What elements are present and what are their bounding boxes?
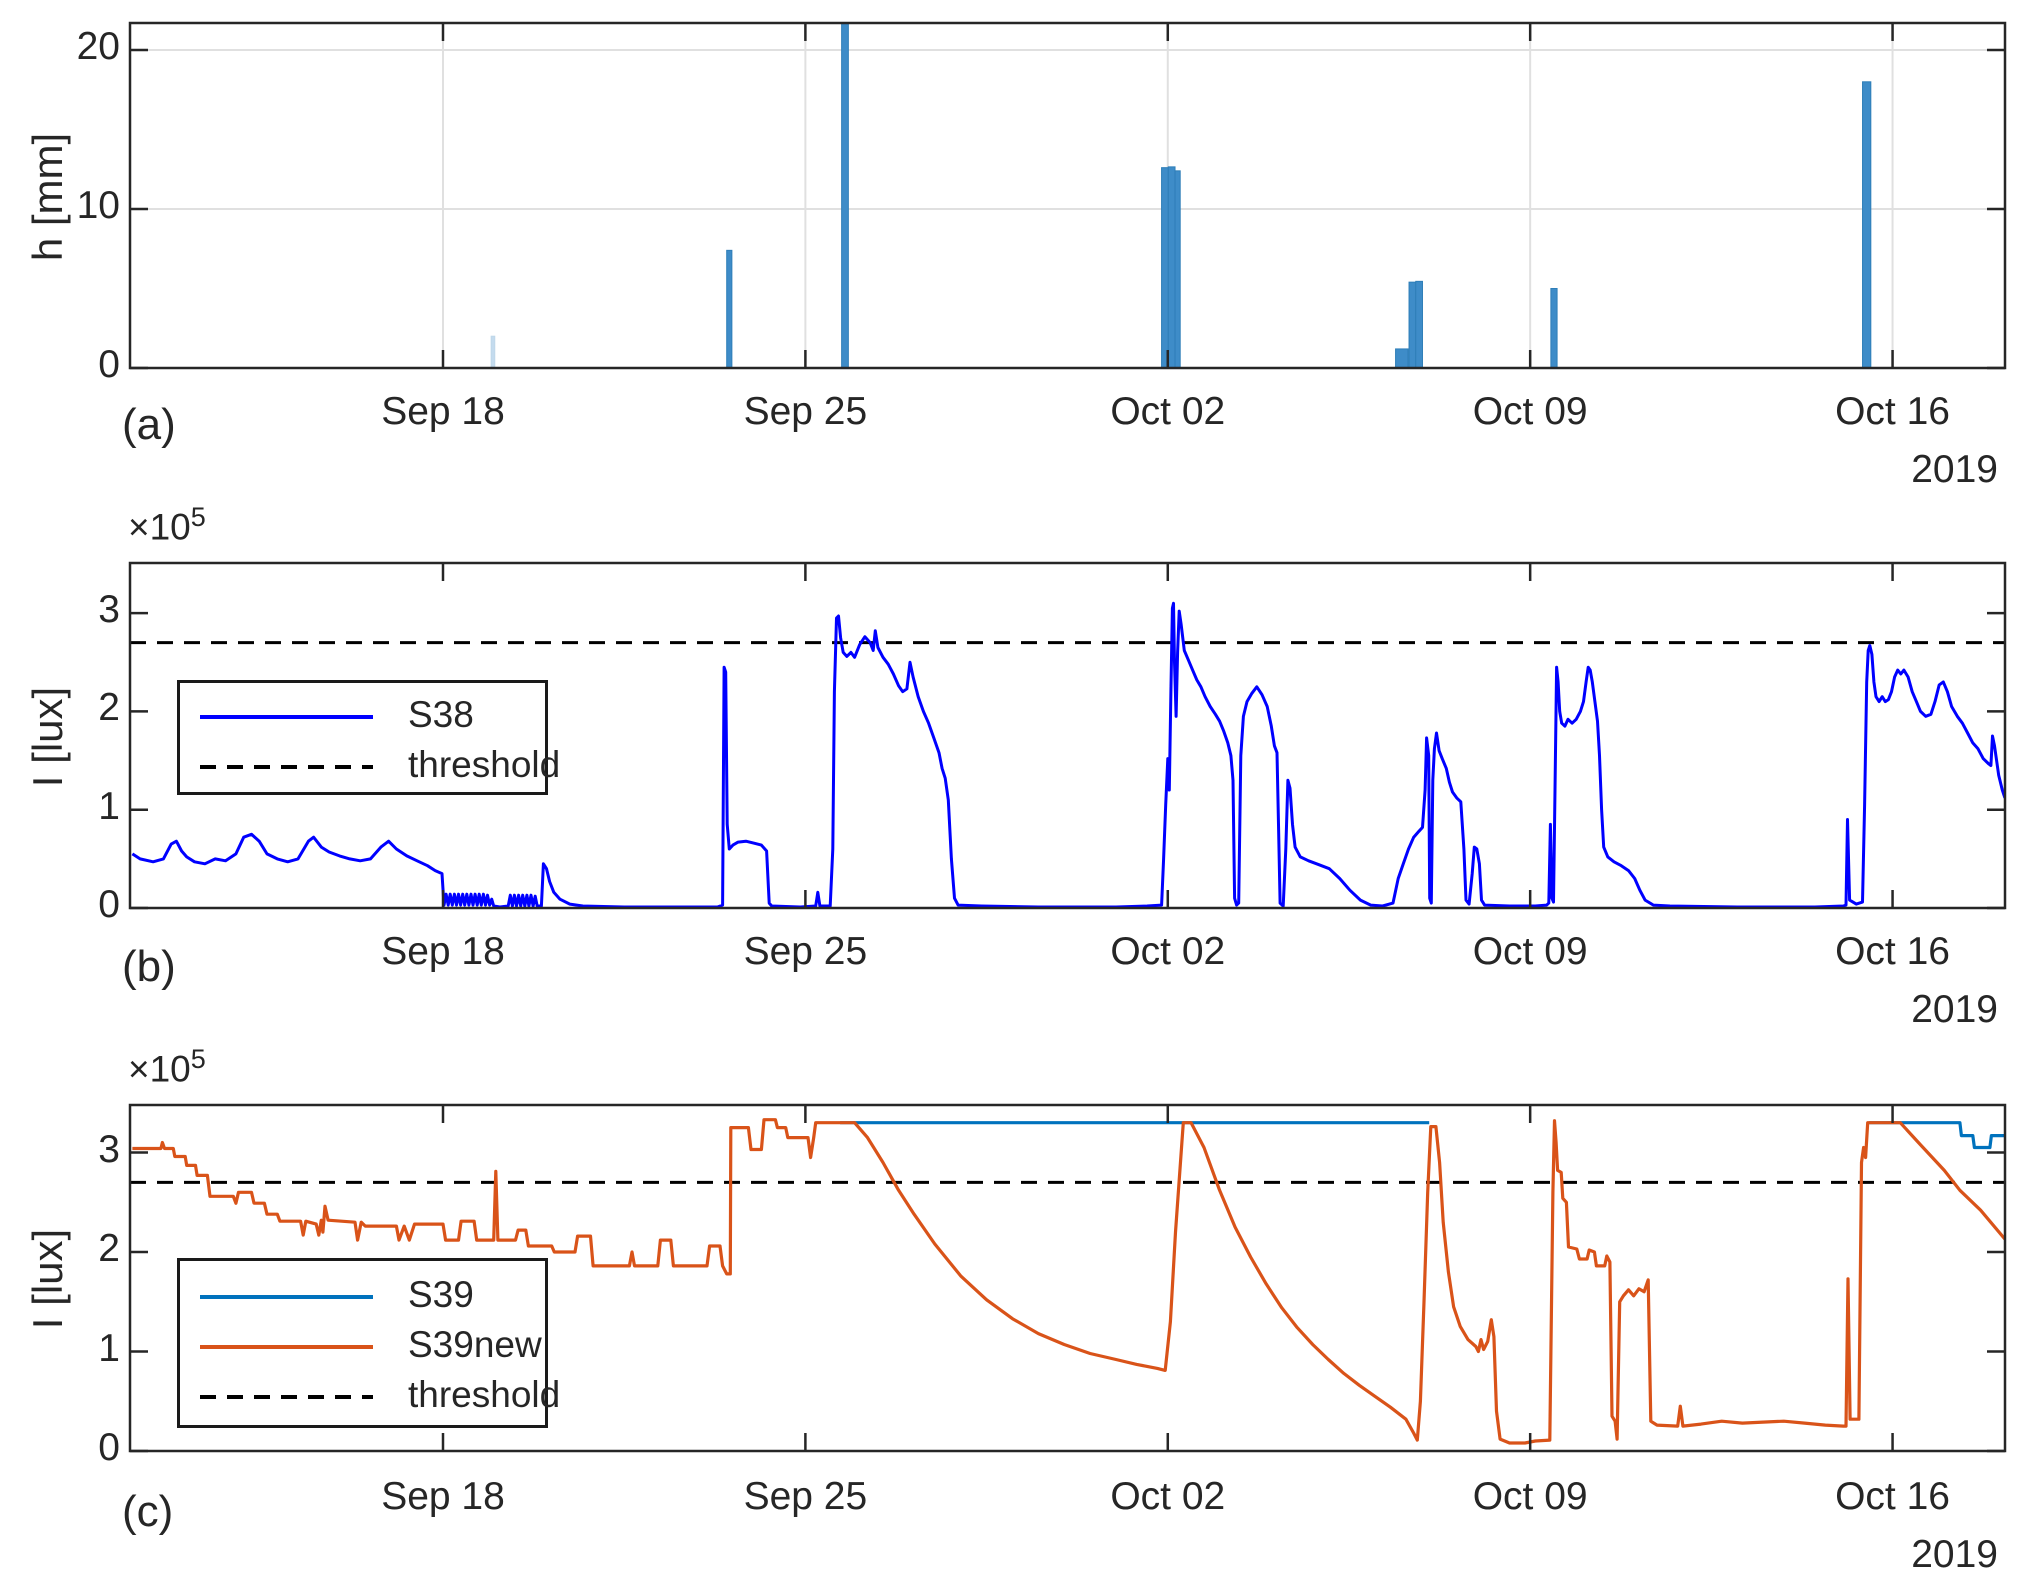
series-S38 [131,601,2005,908]
plot-box-b [128,561,2007,910]
bar-a [1395,348,1409,368]
bar-a [1550,288,1558,368]
plot-box-a [128,21,2007,370]
bar-a [1174,170,1181,368]
series-S39new [132,1118,2005,1445]
plot-box-c [128,1103,2007,1453]
bar-a [1161,167,1169,368]
bar-a [841,23,849,368]
bar-a [1167,166,1176,368]
bar-a [1862,81,1872,368]
series-S39 [1869,1121,2005,1150]
bar-a [726,249,733,368]
bar-a [1408,281,1417,368]
bar-a [490,335,496,368]
bar-a [1415,280,1423,368]
